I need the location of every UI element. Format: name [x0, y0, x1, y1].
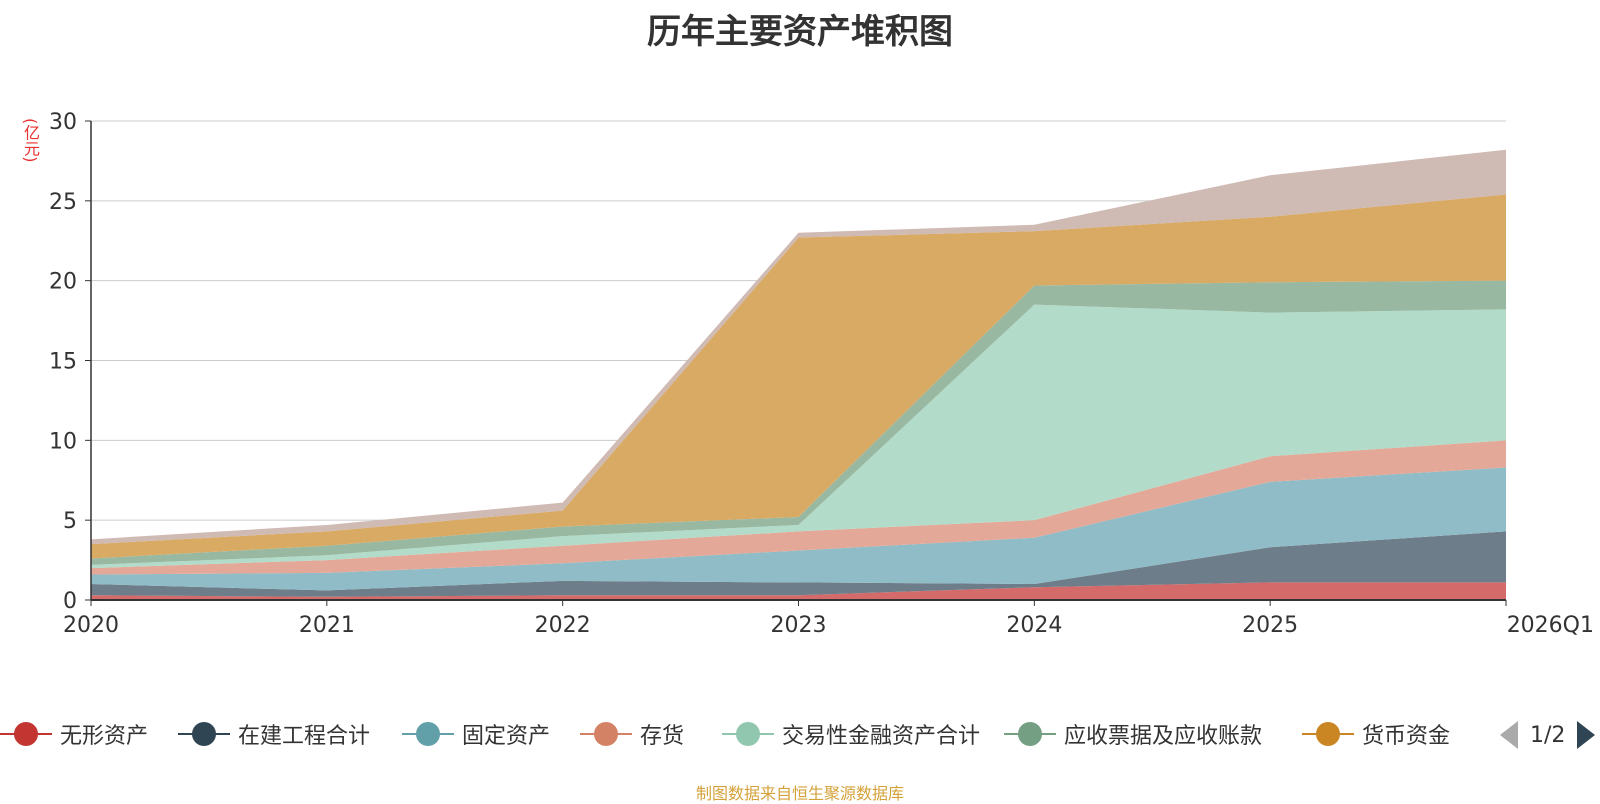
legend-label: 货币资金	[1362, 724, 1451, 749]
legend-item[interactable]: 固定资产	[402, 716, 550, 752]
legend-item[interactable]: 在建工程合计	[178, 716, 370, 752]
legend-item[interactable]: 存货	[580, 716, 684, 752]
legend-marker-icon	[178, 722, 230, 746]
y-tick-label: 15	[49, 350, 77, 375]
legend-marker-icon	[1302, 722, 1354, 746]
area-其他	[91, 149, 1506, 545]
chart-title: 历年主要资产堆积图	[647, 12, 953, 52]
legend-label: 存货	[640, 724, 685, 749]
x-tick-label: 2026Q1	[1507, 613, 1594, 638]
x-tick-label: 2025	[1242, 613, 1298, 638]
legend-marker-icon	[580, 722, 632, 746]
legend-item[interactable]: 无形资产	[0, 716, 148, 752]
legend-marker-icon	[1004, 722, 1056, 746]
area-固定资产	[91, 467, 1506, 591]
legend-label: 在建工程合计	[238, 724, 371, 749]
y-tick-label: 20	[49, 270, 77, 295]
legend-item[interactable]: 货币资金	[1302, 716, 1450, 752]
area-交易性金融资产合计	[91, 304, 1506, 569]
y-tick-label: 0	[63, 589, 77, 614]
area-无形资产	[91, 582, 1506, 600]
area-应收票据及应收账款	[91, 280, 1506, 565]
legend-label: 固定资产	[462, 724, 551, 749]
y-tick-label: 10	[49, 429, 77, 454]
legend-marker-icon	[0, 722, 52, 746]
x-tick-label: 2021	[299, 613, 355, 638]
x-tick-label: 2024	[1006, 613, 1062, 638]
legend-label: 无形资产	[60, 724, 149, 749]
area-在建工程合计	[91, 531, 1506, 597]
source-note: 制图数据来自恒生聚源数据库	[695, 784, 904, 803]
legend-pager: 1/2	[1500, 717, 1596, 753]
legend-label: 应收票据及应收账款	[1064, 724, 1263, 749]
legend-next-page-button[interactable]	[1577, 721, 1596, 749]
y-tick-label: 5	[63, 509, 77, 534]
x-tick-label: 2022	[535, 613, 591, 638]
x-tick-label: 2023	[771, 613, 827, 638]
legend: 无形资产 在建工程合计 固定资产 存货 交易性金融资产合计 应收票据及应收账款 货币资金	[0, 716, 1600, 752]
area-货币资金	[91, 194, 1506, 559]
legend-marker-icon	[402, 722, 454, 746]
legend-page-indicator: 1/2	[1530, 722, 1566, 748]
legend-marker-icon	[722, 722, 774, 746]
legend-prev-page-button[interactable]	[1500, 721, 1518, 749]
y-tick-label: 30	[49, 110, 77, 135]
y-tick-label: 25	[49, 190, 77, 215]
y-axis-unit: (亿元)	[21, 118, 40, 163]
legend-item[interactable]: 交易性金融资产合计	[722, 716, 980, 752]
legend-item[interactable]: 应收票据及应收账款	[1004, 716, 1262, 752]
x-tick-label: 2020	[63, 613, 119, 638]
area-存货	[91, 440, 1506, 575]
legend-label: 交易性金融资产合计	[782, 724, 981, 749]
